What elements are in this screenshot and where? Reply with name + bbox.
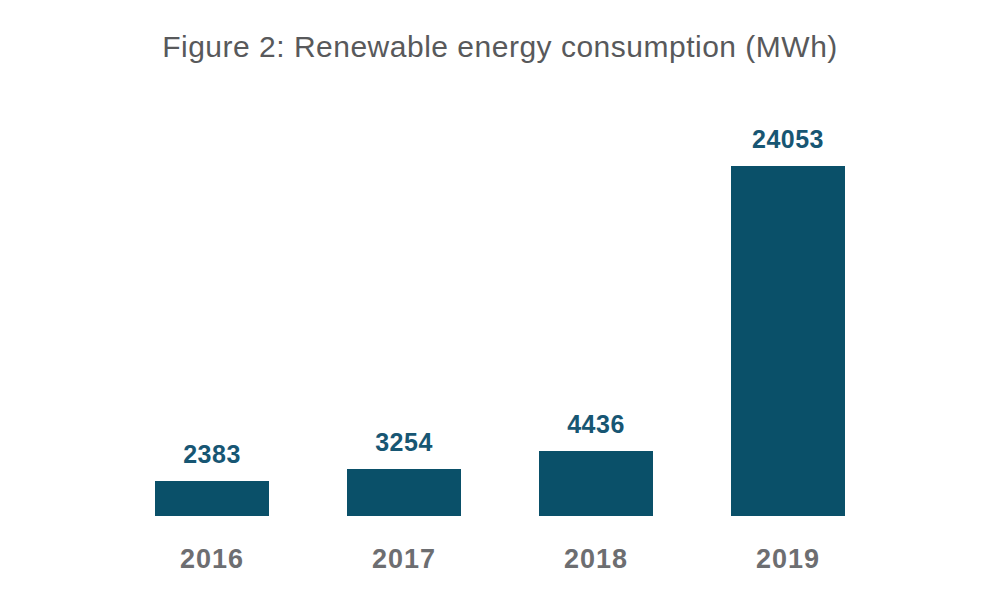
bar bbox=[155, 481, 269, 516]
bar bbox=[539, 451, 653, 516]
bar bbox=[347, 469, 461, 516]
bar-value-label: 24053 bbox=[752, 126, 824, 154]
bar-value-label: 3254 bbox=[375, 429, 433, 457]
bar-column-2016: 2383 2016 bbox=[155, 441, 269, 517]
bar-value-label: 4436 bbox=[567, 411, 625, 439]
bar-year-label: 2016 bbox=[180, 544, 244, 575]
bar-year-label: 2018 bbox=[564, 544, 628, 575]
figure-2-chart: Figure 2: Renewable energy consumption (… bbox=[0, 0, 1000, 602]
bar bbox=[731, 166, 845, 516]
bar-value-label: 2383 bbox=[183, 441, 241, 469]
bar-year-label: 2019 bbox=[756, 544, 820, 575]
bar-chart-plot-area: 2383 2016 3254 2017 4436 2018 24053 2019 bbox=[155, 126, 845, 517]
bar-column-2018: 4436 2018 bbox=[539, 411, 653, 517]
bar-column-2017: 3254 2017 bbox=[347, 429, 461, 517]
chart-title: Figure 2: Renewable energy consumption (… bbox=[0, 30, 1000, 64]
bar-column-2019: 24053 2019 bbox=[731, 126, 845, 517]
bar-year-label: 2017 bbox=[372, 544, 436, 575]
